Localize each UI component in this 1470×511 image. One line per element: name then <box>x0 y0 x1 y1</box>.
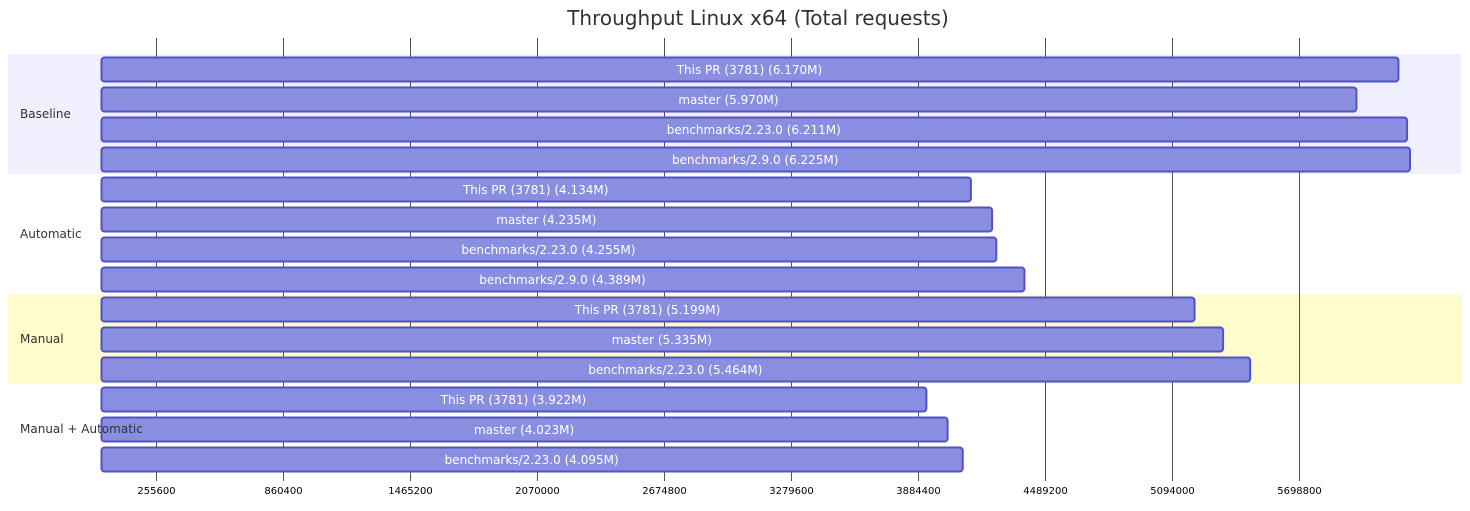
bar <box>100 446 964 473</box>
bar-label: This PR (3781) (6.170M) <box>676 63 823 77</box>
x-tick-label: 3884400 <box>896 486 941 497</box>
x-tick-label: 5094000 <box>1150 486 1195 497</box>
bar <box>100 236 998 263</box>
x-tick-label: 255600 <box>137 486 175 497</box>
bar <box>100 56 1400 83</box>
x-tick-label: 5698800 <box>1277 486 1322 497</box>
bar <box>100 416 949 443</box>
chart-title: Throughput Linux x64 (Total requests) <box>566 6 949 30</box>
x-tick-label: 2674800 <box>642 486 687 497</box>
bar-label: benchmarks/2.23.0 (4.255M) <box>461 243 635 257</box>
bar <box>100 356 1252 383</box>
bar-label: This PR (3781) (4.134M) <box>462 183 609 197</box>
x-tick-label: 4489200 <box>1023 486 1068 497</box>
bar-label: master (4.235M) <box>496 213 596 227</box>
bar-label: benchmarks/2.9.0 (4.389M) <box>479 273 645 287</box>
bar <box>100 296 1196 323</box>
bar-label: master (5.970M) <box>678 93 778 107</box>
bar <box>100 176 972 203</box>
bar <box>100 116 1409 143</box>
bar-label: This PR (3781) (5.199M) <box>574 303 721 317</box>
bar <box>100 206 994 233</box>
x-axis-ticks: 255600 860400 1465200 2070000 2674800 3279600… <box>137 486 1321 497</box>
bar <box>100 266 1026 293</box>
bar-label: master (5.335M) <box>612 333 712 347</box>
bar-label: benchmarks/2.9.0 (6.225M) <box>672 153 838 167</box>
group-label: Manual + Automatic <box>20 422 143 436</box>
bar-label: benchmarks/2.23.0 (6.211M) <box>667 123 841 137</box>
group-labels: Baseline Automatic Manual Manual + Automati… <box>20 107 143 436</box>
group-label: Baseline <box>20 107 71 121</box>
bar-label: benchmarks/2.23.0 (4.095M) <box>445 453 619 467</box>
bar <box>100 326 1225 353</box>
bar-label: This PR (3781) (3.922M) <box>440 393 587 407</box>
group-label: Automatic <box>20 227 82 241</box>
bar <box>100 146 1411 173</box>
bar <box>100 86 1358 113</box>
x-tick-label: 2070000 <box>515 486 560 497</box>
bar-label: benchmarks/2.23.0 (5.464M) <box>588 363 762 377</box>
x-tick-label: 1465200 <box>388 486 433 497</box>
x-tick-label: 860400 <box>264 486 302 497</box>
group-label: Manual <box>20 332 64 346</box>
bars: This PR (3781) (6.170M) master (5.970M) be… <box>100 56 1411 473</box>
bar-label: master (4.023M) <box>474 423 574 437</box>
x-tick-label: 3279600 <box>769 486 814 497</box>
bar <box>100 386 928 413</box>
